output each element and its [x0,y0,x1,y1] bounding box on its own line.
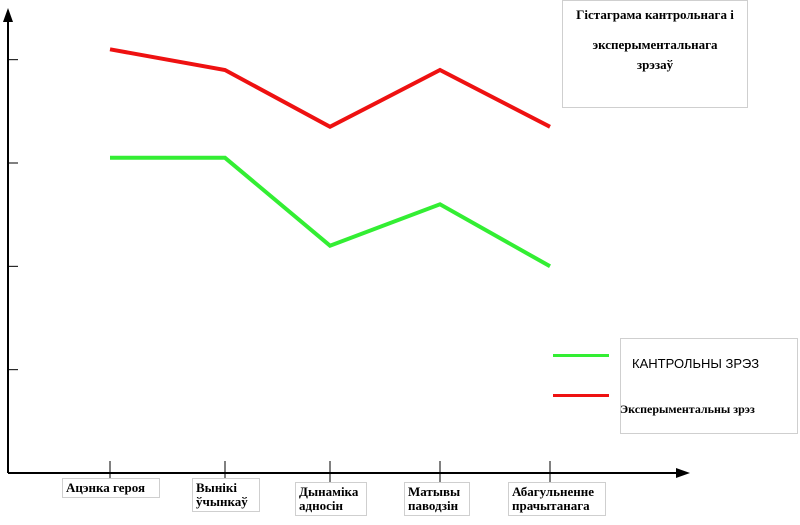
x-tick-label-5-line-1: Абагульненне [512,484,594,499]
x-tick-label-5-line-2: прачытанага [512,498,590,513]
chart-title-line-1: Гістаграма кантрольнага і [576,7,734,22]
chart-series [109,47,551,269]
chart-title-line-3: зрэзаў [636,57,674,72]
series-line-control [110,155,551,269]
legend-box [620,338,798,434]
x-tick-label-3-line-1: Дынаміка [299,484,359,499]
legend-swatch-control [553,354,609,357]
y-axis-arrow [3,8,13,22]
x-tick-label-2: Вынікі ўчынкаў [192,478,260,512]
x-axis-arrow [676,468,690,478]
legend-swatch-experimental [553,394,609,397]
x-tick-label-5: Абагульненне прачытанага [508,482,606,516]
legend-label-control: КАНТРОЛЬНЫ ЗРЭЗ [632,356,760,371]
x-tick-label-4: Матывы паводзін [404,482,470,516]
x-tick-label-1: Ацэнка героя [62,478,160,498]
x-tick-label-4-line-1: Матывы [408,484,461,499]
x-tick-label-2-line-1: Вынікі [196,480,238,495]
chart-axes [3,8,690,485]
x-tick-label-4-line-2: паводзін [408,498,459,513]
chart-title-box: Гістаграма кантрольнага і эксперыменталь… [562,0,748,108]
x-tick-label-1-line-1: Ацэнка героя [66,480,146,495]
x-tick-label-2-line-2: ўчынкаў [196,494,248,509]
x-tick-label-3: Дынаміка адносін [295,482,367,516]
x-tick-label-3-line-2: адносін [299,498,343,513]
chart-title-line-2: эксперыментальнага [592,37,718,52]
legend-label-experimental: Эксперыментальны зрэз [620,402,755,416]
series-line-experimental [109,47,551,130]
